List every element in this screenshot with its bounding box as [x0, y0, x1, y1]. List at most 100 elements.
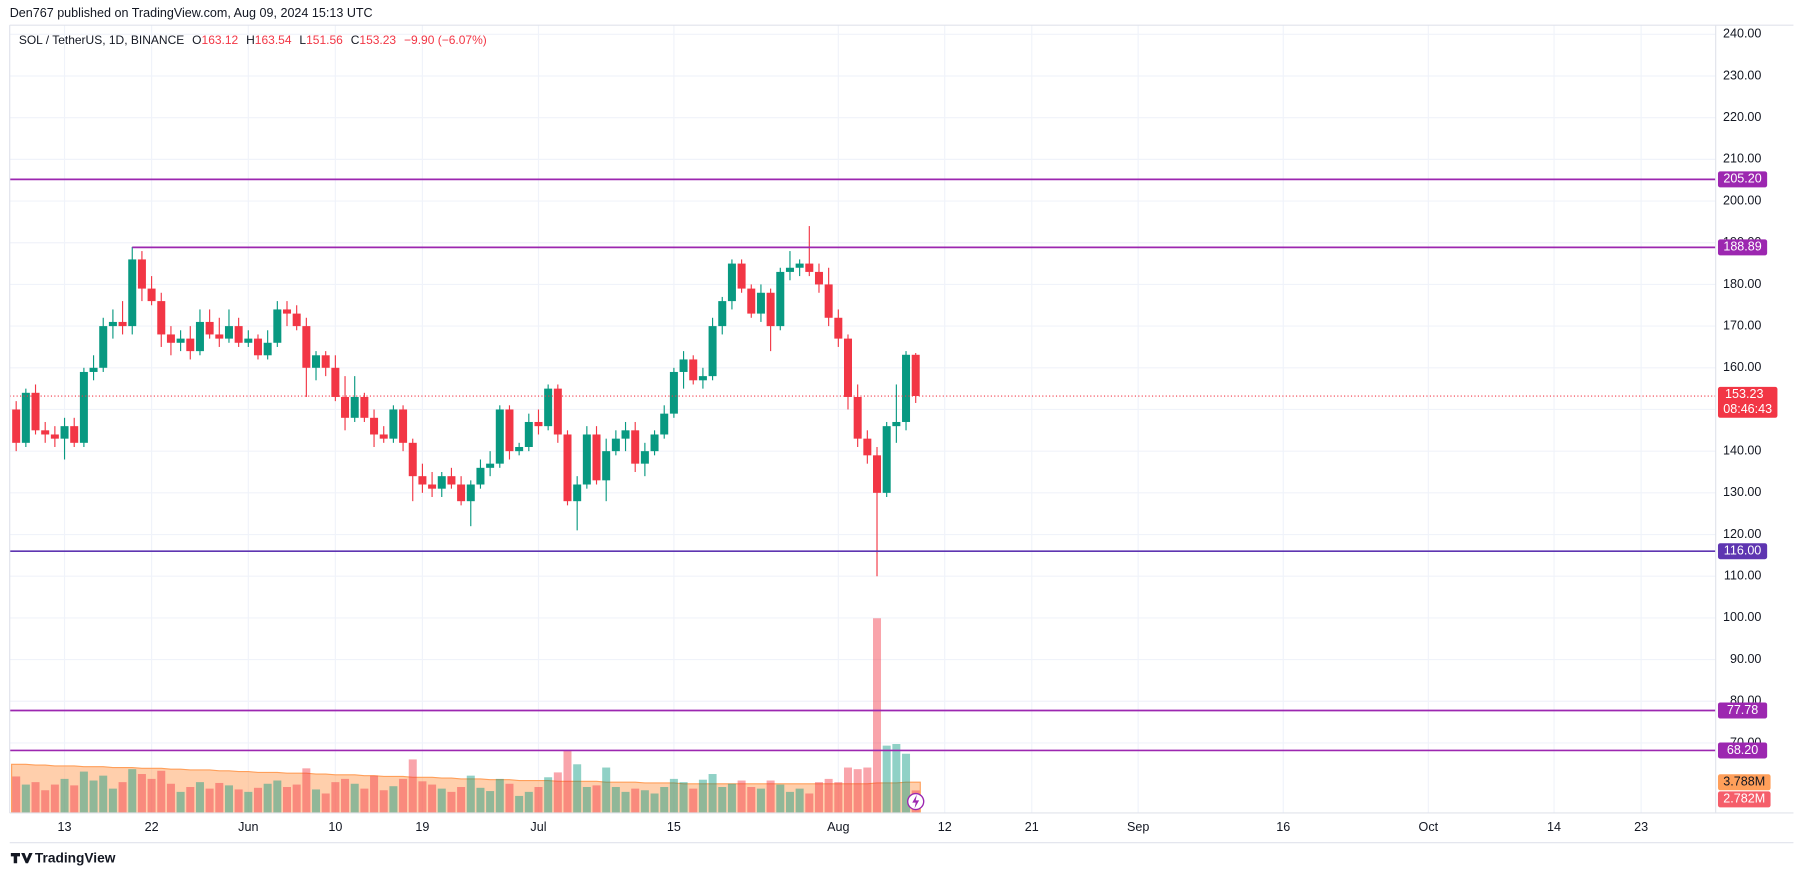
x-tick-label: Sep: [1127, 820, 1149, 834]
volume-bar: [621, 791, 630, 813]
volume-bar: [882, 745, 891, 813]
x-tick-label: Jul: [530, 820, 546, 834]
legend-h: H: [246, 33, 255, 47]
volume-bar: [312, 789, 321, 813]
candle-body: [12, 409, 21, 443]
volume-bar: [137, 774, 146, 813]
volume-bar: [215, 782, 224, 813]
candle-body: [108, 321, 117, 327]
volume-bar: [331, 782, 340, 813]
candle-body: [457, 484, 466, 502]
level-label-bg: [1717, 171, 1768, 188]
volume-bar: [553, 772, 562, 813]
candle-body: [785, 267, 794, 272]
y-tick-label: 210.00: [1723, 152, 1761, 166]
candle-body: [495, 409, 504, 464]
candle-body: [476, 467, 485, 485]
y-tick-label: 130.00: [1723, 485, 1761, 499]
candle-body: [389, 409, 398, 439]
volume-bar: [302, 768, 311, 813]
volume-pane: [11, 618, 921, 814]
volume-bar: [563, 750, 572, 813]
candle-body: [195, 321, 204, 352]
y-tick-label: 240.00: [1723, 27, 1761, 41]
y-tick-label: 220.00: [1723, 110, 1761, 124]
y-tick-label: 90.00: [1730, 652, 1761, 666]
volume-bar: [534, 787, 543, 813]
candle-body: [515, 446, 524, 452]
volume-bar: [21, 784, 30, 813]
candle-body: [302, 326, 311, 368]
candle-body: [370, 417, 379, 435]
candle-body: [660, 413, 669, 435]
volume-bar: [660, 787, 669, 813]
candle-body: [21, 392, 30, 443]
volume-bar: [902, 753, 911, 813]
candle-body: [892, 421, 901, 427]
candle-body: [118, 321, 127, 327]
candle-body: [814, 271, 823, 285]
volume-ma-label: 3.788M: [1723, 775, 1765, 789]
candle-body: [805, 263, 814, 272]
candle-body: [224, 326, 233, 339]
candle-body: [534, 421, 543, 427]
volume-bar: [544, 777, 553, 813]
candle-body: [147, 288, 156, 302]
candle-body: [408, 442, 417, 477]
y-tick-label: 200.00: [1723, 193, 1761, 207]
x-tick-label: 16: [1276, 820, 1290, 834]
candle-body: [863, 438, 872, 456]
volume-bar: [698, 779, 707, 813]
publisher: Den767 published on TradingView.com, Aug…: [10, 6, 373, 20]
legend-o: O: [192, 33, 201, 47]
candle-body: [166, 334, 175, 343]
volume-bar: [292, 784, 301, 813]
candle-body: [621, 430, 630, 439]
candle-body: [89, 367, 98, 372]
candle-body: [321, 355, 330, 368]
volume-bar: [224, 785, 233, 813]
volume-bar: [70, 785, 79, 813]
candle-body: [505, 409, 514, 452]
legend-change: −9.90 (−6.07%): [404, 33, 487, 47]
volume-bar: [476, 787, 485, 813]
candle-body: [853, 396, 862, 439]
candle-body: [99, 326, 108, 368]
last-price-label: 153.23: [1725, 387, 1763, 401]
volume-bar: [283, 787, 292, 813]
last-price-bg: [1717, 386, 1778, 418]
candle-body: [640, 451, 649, 464]
candle-body: [544, 388, 553, 427]
candle-body: [399, 409, 408, 443]
volume-bar: [689, 788, 698, 813]
event-bolt: [912, 794, 920, 809]
volume-label: 2.782M: [1723, 792, 1765, 806]
volume-bar: [824, 778, 833, 813]
volume-bar: [873, 618, 882, 813]
volume-bar: [457, 787, 466, 813]
candle-body: [41, 430, 50, 435]
volume-bar: [524, 791, 533, 813]
candle-body: [727, 263, 736, 302]
volume-bar: [843, 767, 852, 813]
volume-ma-label-bg: [1717, 774, 1771, 791]
candle-body: [679, 359, 688, 372]
volume-ma-area: [11, 763, 921, 814]
candle-body: [137, 259, 146, 289]
candle-body: [843, 338, 852, 397]
candle-body: [379, 434, 388, 439]
candle-body: [747, 288, 756, 314]
volume-bar: [785, 791, 794, 813]
volume-bar: [341, 778, 350, 813]
volume-bar: [360, 788, 369, 813]
legend-low: 151.56: [306, 33, 343, 47]
volume-bar: [853, 769, 862, 813]
volume-label-bg: [1717, 791, 1771, 808]
level-label: 77.78: [1727, 703, 1758, 717]
level-label: 205.20: [1723, 172, 1761, 186]
footer-brand: TradingView: [35, 850, 116, 865]
candle-body: [737, 263, 746, 289]
volume-bar: [505, 783, 514, 813]
level-label: 68.20: [1727, 743, 1758, 757]
